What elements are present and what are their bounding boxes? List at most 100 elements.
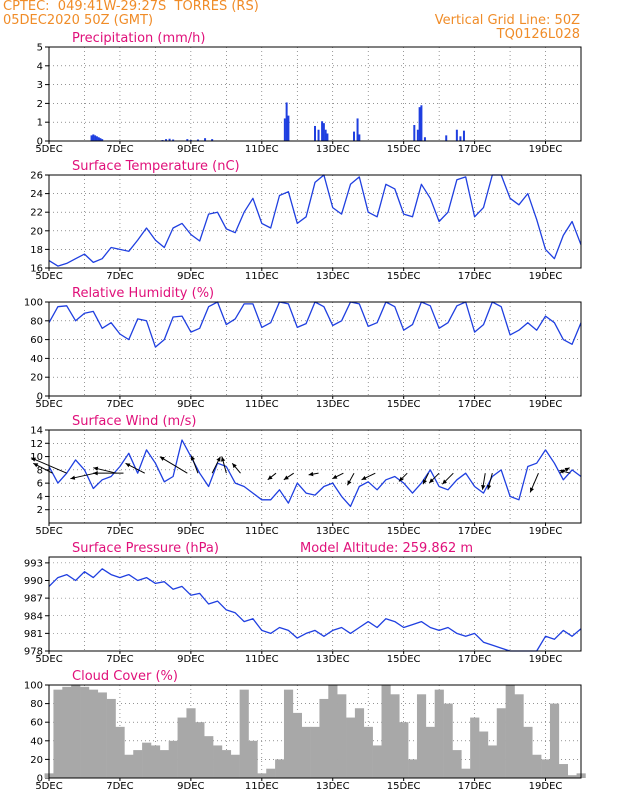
precip-bar [90, 135, 93, 141]
y-tick-label: 0 [37, 774, 43, 785]
wind-arrow-head [487, 484, 492, 490]
wind-arrow-head [125, 463, 131, 468]
cloud-bar [372, 745, 382, 778]
wind-arrow-head [332, 474, 338, 479]
x-tick-label: 15DEC [387, 144, 421, 155]
x-tick-label: 17DEC [458, 144, 492, 155]
precip-bar [324, 129, 327, 141]
cloud-bar [363, 726, 373, 778]
precip-bar [321, 121, 324, 141]
precip-bar [314, 125, 316, 141]
x-tick-label: 11DEC [245, 781, 279, 792]
cloud-bar [549, 703, 560, 778]
precip-bar [326, 133, 329, 141]
grid-note: Vertical Grid Line: 50Z [434, 13, 580, 28]
x-tick-label: 13DEC [316, 654, 350, 665]
precip-bar [459, 136, 462, 141]
cloud-bar [150, 745, 161, 778]
cloud-bar [204, 736, 214, 778]
cloud-bar [487, 745, 498, 778]
y-tick-label: 22 [30, 208, 43, 219]
x-tick-label: 7DEC [106, 526, 133, 537]
panel-frame [48, 174, 582, 269]
cloud-bar [416, 694, 427, 778]
precip-bar [413, 125, 416, 141]
x-tick-label: 9DEC [177, 399, 204, 410]
x-tick-label: 13DEC [316, 781, 350, 792]
wind-arrow-head [423, 479, 427, 485]
cloud-bar [381, 685, 391, 778]
cloud-bar [301, 726, 311, 778]
y-tick-label: 993 [24, 558, 43, 569]
panel-5: Cloud Cover (%) 0 20 40 60 80 100 5DEC 7DEC 9DEC 1… [24, 669, 586, 792]
cloud-bar [97, 692, 107, 778]
wind-arrow [441, 472, 454, 485]
station-header: CPTEC: 049:41W-29:27S TORRES (RS) [3, 0, 259, 14]
x-tick-label: 7DEC [106, 654, 133, 665]
x-tick-label: 15DEC [387, 271, 421, 282]
wind-arrow-head [232, 463, 237, 469]
cloud-bar [532, 754, 542, 778]
x-tick-label: 17DEC [458, 781, 492, 792]
x-tick-label: 11DEC [245, 399, 279, 410]
precip-bar [285, 102, 288, 141]
x-tick-label: 19DEC [529, 399, 563, 410]
cloud-bar [168, 740, 178, 778]
precip-bar [445, 135, 448, 141]
cloud-bar [443, 703, 453, 778]
panel-frame [48, 429, 582, 524]
series-line [48, 174, 582, 267]
x-tick-label: 9DEC [177, 526, 204, 537]
cloud-bar [283, 689, 294, 778]
x-tick-label: 15DEC [387, 781, 421, 792]
y-tick-label: 24 [30, 189, 43, 200]
cloud-bar [115, 726, 125, 778]
wind-arrow-head [530, 487, 534, 493]
panel-4: Surface Pressure (hPa) Model Altitude: 25… [24, 541, 582, 665]
cloud-bar [319, 698, 329, 778]
wind-arrow-head [93, 471, 98, 476]
cloud-bar [408, 759, 418, 778]
series-line [48, 439, 582, 508]
x-tick-label: 5DEC [35, 144, 62, 155]
wind-arrow [93, 466, 117, 474]
x-tick-label: 11DEC [245, 144, 279, 155]
wind-arrow [481, 473, 486, 490]
y-tick-label: 2 [37, 99, 43, 110]
panel-3: Surface Wind (m/s) 2 4 6 8 10 12 14 5DEC 7DEC 9DEC… [30, 414, 582, 537]
wind-arrow [221, 456, 227, 474]
y-tick-label: 60 [30, 335, 43, 346]
wind-arrow [422, 472, 429, 485]
wind-arrow-head [361, 475, 367, 480]
cloud-bar [399, 722, 409, 778]
cloud-bar [541, 759, 551, 778]
cloud-bar [133, 750, 143, 778]
cloud-bar [523, 726, 533, 778]
wind-arrow-head [159, 456, 165, 461]
x-tick-label: 15DEC [387, 526, 421, 537]
y-tick-label: 26 [30, 171, 43, 182]
cloud-bar [461, 768, 471, 778]
series-line [48, 568, 582, 652]
cloud-bar [195, 722, 205, 778]
panel-title: Cloud Cover (%) [72, 669, 178, 684]
cloud-bar [567, 775, 577, 778]
cloud-bar [275, 759, 285, 778]
panel-frame [48, 301, 582, 397]
precip-bar [358, 134, 361, 141]
y-tick-label: 5 [37, 43, 43, 54]
panel-title: Surface Temperature (nC) [72, 159, 240, 174]
wind-arrow [283, 472, 294, 481]
y-tick-label: 80 [30, 316, 43, 327]
wind-arrow-shaft [159, 456, 188, 474]
panel-frame [48, 684, 582, 779]
panel-0: Precipitation (mm/h) 0 1 2 3 4 5 5DEC 7DEC 9DEC 11… [35, 31, 582, 155]
wind-arrow [529, 472, 539, 493]
cloud-bar [558, 764, 568, 778]
x-tick-label: 17DEC [458, 526, 492, 537]
x-tick-label: 11DEC [245, 654, 279, 665]
wind-arrow-head [564, 467, 570, 472]
x-tick-label: 19DEC [529, 781, 563, 792]
x-tick-label: 11DEC [245, 526, 279, 537]
panel-title: Surface Pressure (hPa) [72, 541, 219, 556]
